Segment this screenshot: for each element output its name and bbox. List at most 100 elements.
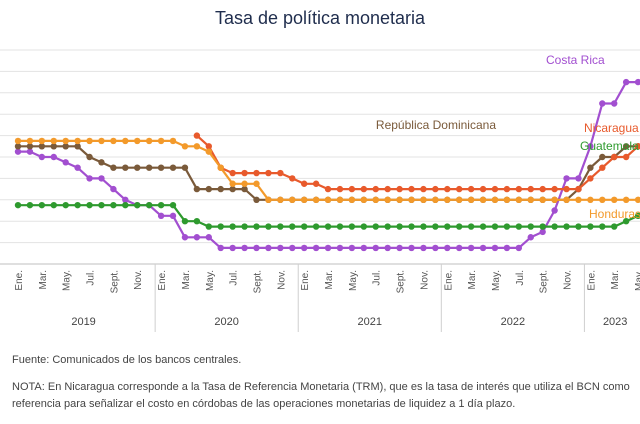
data-point-guatemala (444, 223, 451, 230)
data-point-republica-dominicana (229, 185, 236, 193)
data-point-guatemala (122, 201, 129, 209)
data-point-costa-rica (444, 244, 451, 252)
year-label: 2019 (71, 316, 95, 328)
data-point-guatemala (110, 201, 117, 209)
data-point-honduras (432, 196, 439, 203)
data-point-nicaragua (408, 185, 415, 193)
data-point-republica-dominicana (205, 185, 212, 193)
data-point-costa-rica (62, 159, 69, 166)
data-point-honduras (634, 196, 640, 203)
data-point-honduras (456, 196, 463, 203)
data-point-costa-rica (467, 244, 475, 252)
data-point-guatemala (312, 223, 320, 230)
data-point-nicaragua (372, 185, 379, 193)
data-point-honduras (253, 180, 260, 187)
series-line-nicaragua (196, 134, 639, 191)
data-point-republica-dominicana (217, 185, 224, 193)
data-point-nicaragua (515, 185, 523, 193)
data-point-nicaragua (587, 175, 594, 182)
data-point-nicaragua (229, 169, 236, 177)
x-tick-label: Jul. (86, 270, 97, 286)
data-point-nicaragua (551, 185, 558, 193)
data-point-nicaragua (336, 185, 344, 193)
data-point-republica-dominicana (622, 143, 630, 150)
data-point-republica-dominicana (14, 143, 22, 150)
data-point-guatemala (300, 223, 308, 230)
data-point-costa-rica (110, 185, 117, 193)
x-tick-label: Ene. (14, 270, 25, 291)
data-point-costa-rica (217, 244, 224, 252)
data-point-costa-rica (563, 175, 570, 182)
data-point-guatemala (551, 223, 558, 230)
data-point-guatemala (74, 201, 81, 209)
data-point-costa-rica (396, 244, 403, 252)
data-point-nicaragua (527, 185, 534, 193)
data-point-costa-rica (265, 244, 272, 252)
data-point-nicaragua (384, 185, 391, 193)
data-point-costa-rica (205, 234, 212, 241)
data-point-nicaragua (324, 185, 332, 193)
data-point-honduras (467, 196, 475, 203)
data-point-costa-rica (587, 143, 594, 150)
data-point-costa-rica (300, 244, 308, 252)
data-point-guatemala (324, 223, 332, 230)
data-point-costa-rica (50, 153, 57, 161)
series-label-nicaragua: Nicaragua (584, 121, 639, 135)
series-line-costa-rica (18, 80, 639, 249)
data-point-nicaragua (193, 132, 201, 139)
data-point-republica-dominicana (26, 143, 34, 150)
data-point-honduras (372, 196, 379, 203)
data-point-guatemala (86, 201, 93, 209)
data-point-nicaragua (205, 143, 212, 150)
data-point-costa-rica (241, 244, 248, 252)
data-point-nicaragua (611, 153, 618, 161)
year-label: 2023 (603, 316, 627, 328)
data-point-honduras (491, 196, 499, 203)
data-point-guatemala (265, 223, 272, 230)
data-point-republica-dominicana (193, 185, 201, 193)
data-point-costa-rica (599, 100, 606, 107)
x-tick-label: Ene. (586, 270, 597, 291)
data-point-guatemala (253, 223, 260, 230)
x-tick-label: Sept. (539, 270, 550, 293)
data-point-guatemala (145, 201, 153, 209)
data-point-guatemala (491, 223, 499, 230)
data-point-honduras (62, 137, 69, 145)
data-point-nicaragua (539, 185, 546, 193)
data-point-honduras (181, 143, 189, 150)
data-point-honduras (527, 196, 534, 203)
data-point-costa-rica (539, 228, 546, 236)
data-point-guatemala (229, 223, 236, 230)
data-point-honduras (289, 196, 296, 203)
data-point-guatemala (539, 223, 546, 230)
data-point-guatemala (169, 201, 177, 209)
data-point-costa-rica (384, 244, 391, 252)
data-point-honduras (265, 196, 272, 203)
data-point-guatemala (479, 223, 487, 230)
data-point-honduras (229, 180, 236, 187)
data-point-nicaragua (444, 185, 451, 193)
rate-line-chart: Ene. Mar. May. Jul. Sept. Nov. Ene. Mar. May. Jul… (0, 49, 640, 332)
data-point-honduras (587, 196, 594, 203)
data-point-nicaragua (479, 185, 487, 193)
data-point-nicaragua (253, 169, 260, 177)
data-point-honduras (503, 196, 511, 203)
data-point-nicaragua (622, 153, 630, 161)
data-point-costa-rica (551, 207, 558, 214)
data-point-guatemala (599, 223, 606, 230)
data-point-guatemala (26, 201, 34, 209)
data-point-honduras (217, 164, 224, 171)
data-point-costa-rica (86, 175, 93, 182)
data-point-honduras (515, 196, 523, 203)
data-point-costa-rica (611, 100, 618, 107)
data-point-costa-rica (634, 78, 640, 86)
data-point-guatemala (38, 201, 46, 209)
data-point-nicaragua (265, 169, 272, 177)
data-point-honduras (122, 137, 129, 145)
series-label-costa-rica: Costa Rica (546, 53, 605, 67)
data-point-guatemala (205, 223, 212, 230)
data-point-guatemala (372, 223, 379, 230)
data-point-nicaragua (456, 185, 463, 193)
x-tick-label: May. (634, 270, 640, 291)
data-point-guatemala (527, 223, 534, 230)
